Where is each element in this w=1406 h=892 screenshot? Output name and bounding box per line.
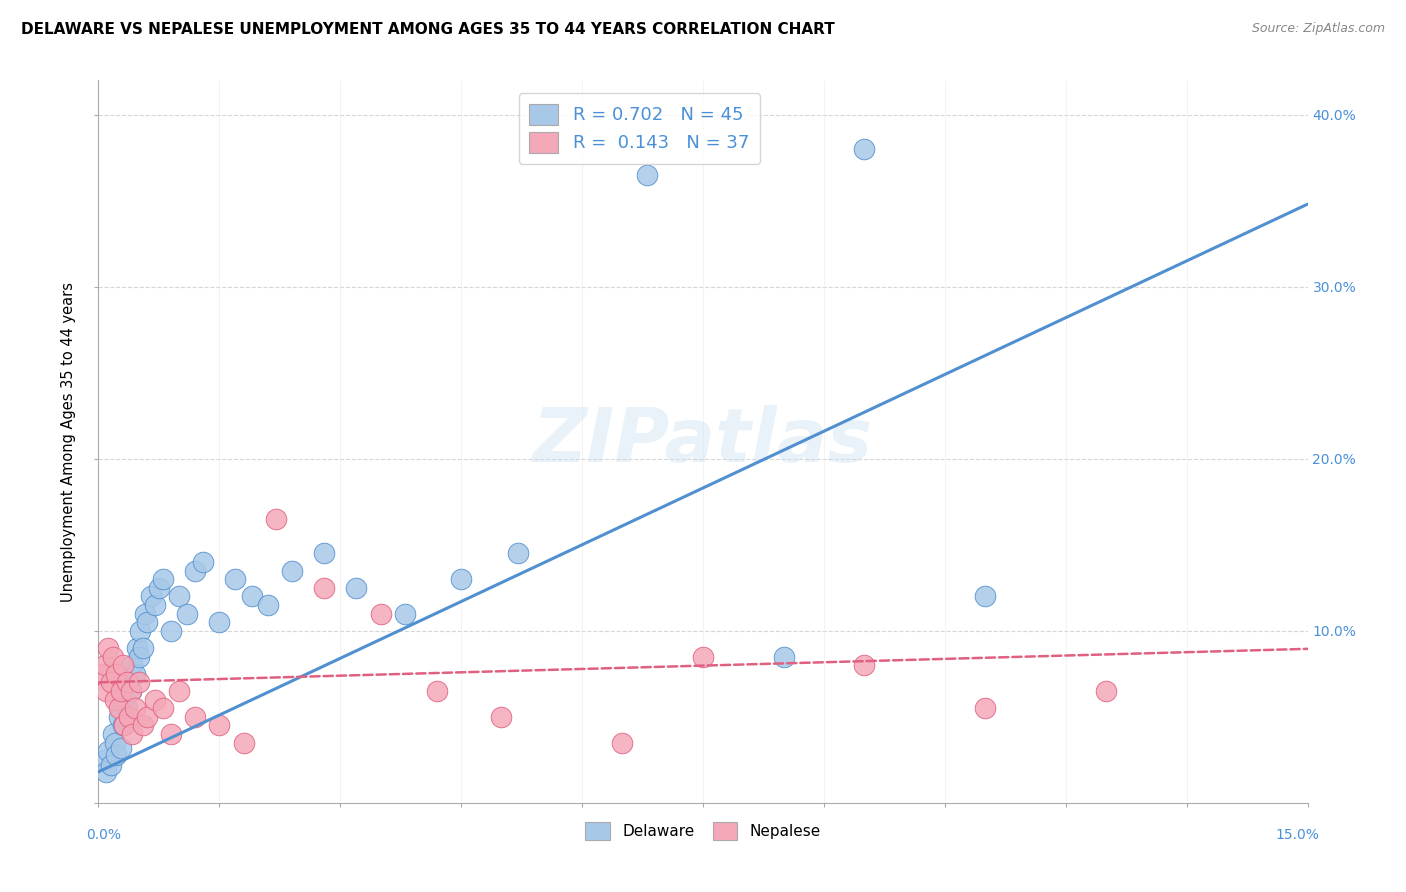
Point: [128, 675, 150, 690]
Point: [256, 598, 278, 612]
Point: [314, 581, 336, 595]
Text: DELAWARE VS NEPALESE UNEMPLOYMENT AMONG AGES 35 TO 44 YEARS CORRELATION CHART: DELAWARE VS NEPALESE UNEMPLOYMENT AMONG …: [21, 22, 835, 37]
Point: [314, 546, 336, 560]
Point: [96, 684, 118, 698]
Point: [94, 658, 117, 673]
Point: [96, 764, 118, 779]
Point: [111, 718, 134, 732]
Point: [974, 701, 997, 715]
Point: [121, 658, 143, 673]
Point: [240, 590, 263, 604]
Point: [103, 735, 125, 749]
Point: [143, 598, 166, 612]
Point: [974, 590, 997, 604]
Point: [134, 607, 156, 621]
Point: [118, 675, 141, 690]
Point: [370, 607, 392, 621]
Point: [105, 666, 128, 681]
Point: [193, 555, 215, 569]
Point: [176, 607, 198, 621]
Point: [127, 640, 149, 655]
Point: [115, 675, 138, 690]
Point: [152, 701, 174, 715]
Point: [107, 710, 129, 724]
Point: [224, 572, 246, 586]
Point: [612, 735, 634, 749]
Point: [853, 658, 876, 673]
Point: [124, 666, 146, 681]
Point: [103, 692, 125, 706]
Point: [118, 710, 141, 724]
Point: [506, 546, 529, 560]
Point: [139, 590, 162, 604]
Point: [105, 747, 128, 762]
Point: [128, 649, 150, 664]
Point: [772, 649, 794, 664]
Point: [112, 692, 135, 706]
Point: [97, 640, 120, 655]
Point: [208, 615, 231, 630]
Point: [110, 740, 132, 755]
Point: [100, 758, 122, 772]
Point: [184, 564, 207, 578]
Point: [110, 684, 132, 698]
Point: [111, 658, 134, 673]
Text: 0.0%: 0.0%: [86, 828, 121, 842]
Point: [1095, 684, 1118, 698]
Legend: Delaware, Nepalese: Delaware, Nepalese: [579, 816, 827, 846]
Point: [101, 649, 124, 664]
Point: [636, 168, 658, 182]
Point: [167, 590, 190, 604]
Point: [148, 581, 170, 595]
Point: [124, 701, 146, 715]
Point: [184, 710, 207, 724]
Point: [94, 753, 117, 767]
Point: [853, 142, 876, 156]
Point: [135, 615, 157, 630]
Point: [120, 684, 142, 698]
Point: [100, 675, 122, 690]
Y-axis label: Unemployment Among Ages 35 to 44 years: Unemployment Among Ages 35 to 44 years: [60, 282, 76, 601]
Point: [450, 572, 472, 586]
Point: [132, 718, 155, 732]
Point: [107, 701, 129, 715]
Point: [135, 710, 157, 724]
Point: [232, 735, 254, 749]
Point: [344, 581, 367, 595]
Point: [160, 727, 183, 741]
Text: ZIPatlas: ZIPatlas: [533, 405, 873, 478]
Point: [426, 684, 449, 698]
Point: [208, 718, 231, 732]
Point: [394, 607, 416, 621]
Text: Source: ZipAtlas.com: Source: ZipAtlas.com: [1251, 22, 1385, 36]
Point: [120, 684, 142, 698]
Point: [143, 692, 166, 706]
Point: [129, 624, 152, 638]
Point: [97, 744, 120, 758]
Point: [491, 710, 513, 724]
Point: [115, 701, 138, 715]
Point: [112, 718, 135, 732]
Point: [121, 727, 143, 741]
Point: [264, 512, 287, 526]
Point: [160, 624, 183, 638]
Point: [281, 564, 304, 578]
Point: [132, 640, 155, 655]
Point: [692, 649, 714, 664]
Point: [167, 684, 190, 698]
Point: [91, 666, 114, 681]
Text: 15.0%: 15.0%: [1275, 828, 1320, 842]
Point: [152, 572, 174, 586]
Point: [101, 727, 124, 741]
